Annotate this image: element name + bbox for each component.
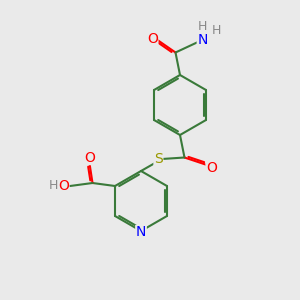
Text: N: N: [136, 226, 146, 239]
Text: N: N: [197, 34, 208, 47]
Text: O: O: [147, 32, 158, 46]
Text: H: H: [198, 20, 207, 33]
Text: H: H: [212, 24, 221, 37]
Text: O: O: [206, 161, 217, 175]
Text: O: O: [84, 151, 95, 164]
Text: S: S: [154, 152, 163, 166]
Text: O: O: [58, 179, 69, 193]
Text: H: H: [49, 179, 58, 192]
